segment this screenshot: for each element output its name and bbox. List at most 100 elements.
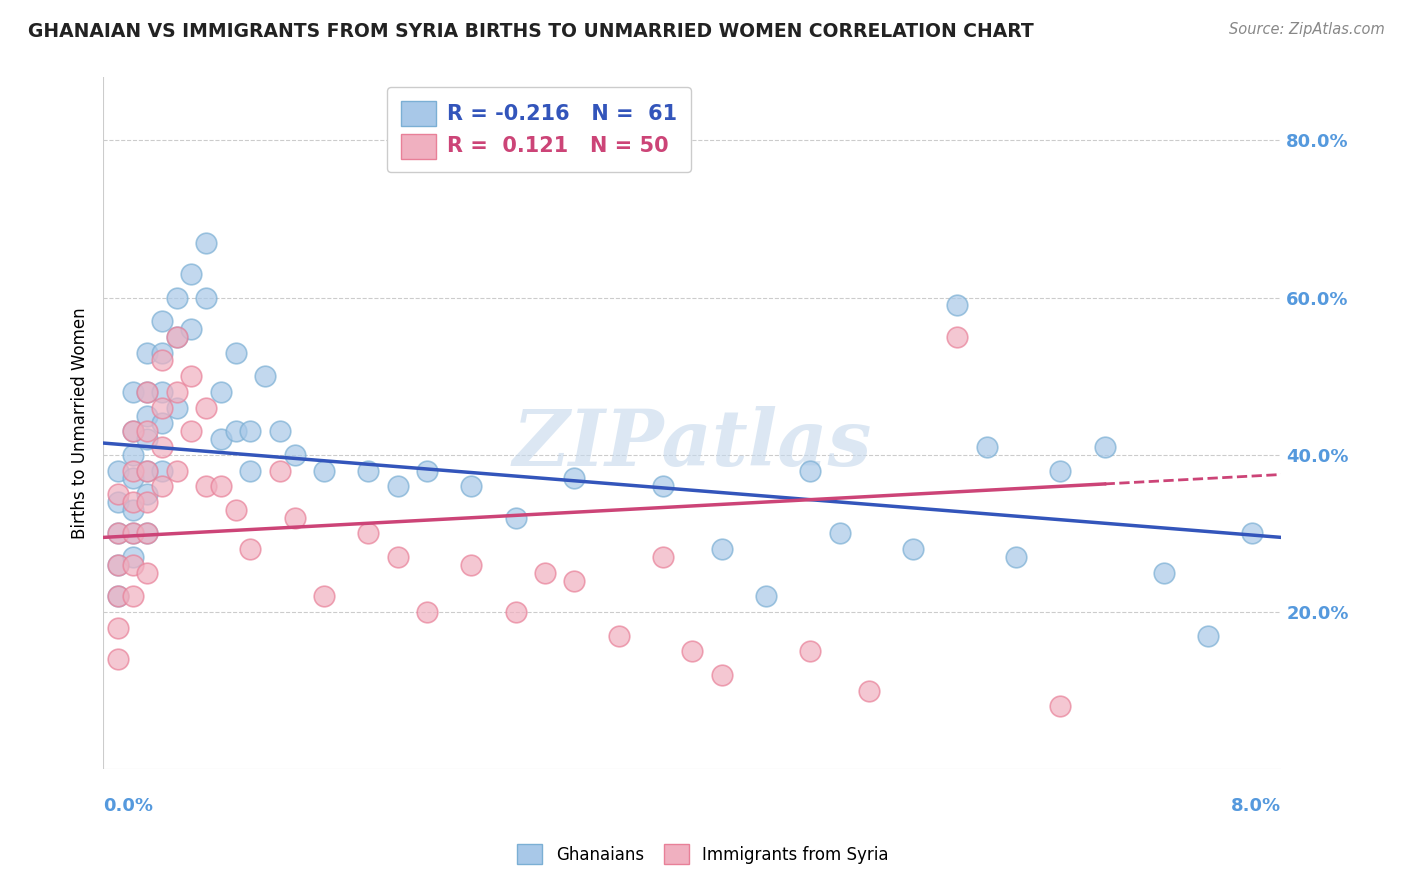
- Point: [150, 384, 173, 399]
- Point: [136, 384, 159, 399]
- Point: [150, 417, 173, 431]
- Point: [799, 644, 821, 658]
- Point: [225, 424, 247, 438]
- Point: [121, 550, 143, 565]
- Point: [209, 432, 232, 446]
- Point: [387, 479, 409, 493]
- Point: [284, 448, 307, 462]
- Point: [312, 590, 335, 604]
- Point: [150, 401, 173, 415]
- Point: [651, 550, 673, 565]
- Point: [107, 590, 129, 604]
- Point: [946, 330, 969, 344]
- Point: [225, 503, 247, 517]
- Point: [107, 464, 129, 478]
- Point: [239, 542, 262, 557]
- Point: [946, 298, 969, 312]
- Point: [121, 590, 143, 604]
- Point: [357, 464, 380, 478]
- Point: [209, 479, 232, 493]
- Point: [121, 495, 143, 509]
- Point: [136, 526, 159, 541]
- Point: [121, 558, 143, 572]
- Point: [195, 401, 218, 415]
- Point: [1197, 629, 1219, 643]
- Point: [136, 566, 159, 580]
- Text: Source: ZipAtlas.com: Source: ZipAtlas.com: [1229, 22, 1385, 37]
- Text: 0.0%: 0.0%: [103, 797, 153, 815]
- Point: [460, 558, 482, 572]
- Point: [180, 369, 202, 384]
- Point: [166, 464, 188, 478]
- Point: [150, 314, 173, 328]
- Point: [681, 644, 703, 658]
- Point: [505, 510, 527, 524]
- Point: [387, 550, 409, 565]
- Point: [107, 526, 129, 541]
- Point: [180, 424, 202, 438]
- Point: [136, 345, 159, 359]
- Point: [107, 652, 129, 666]
- Point: [416, 605, 439, 619]
- Point: [901, 542, 924, 557]
- Point: [166, 401, 188, 415]
- Point: [107, 526, 129, 541]
- Point: [136, 526, 159, 541]
- Point: [136, 384, 159, 399]
- Point: [166, 291, 188, 305]
- Point: [195, 479, 218, 493]
- Point: [107, 590, 129, 604]
- Point: [1049, 464, 1071, 478]
- Point: [166, 330, 188, 344]
- Point: [858, 683, 880, 698]
- Point: [150, 464, 173, 478]
- Point: [121, 526, 143, 541]
- Point: [239, 464, 262, 478]
- Point: [121, 464, 143, 478]
- Point: [180, 322, 202, 336]
- Point: [710, 668, 733, 682]
- Point: [195, 291, 218, 305]
- Point: [150, 440, 173, 454]
- Point: [254, 369, 277, 384]
- Point: [136, 487, 159, 501]
- Point: [239, 424, 262, 438]
- Point: [121, 424, 143, 438]
- Point: [107, 487, 129, 501]
- Point: [121, 503, 143, 517]
- Point: [150, 353, 173, 368]
- Point: [564, 471, 586, 485]
- Point: [107, 558, 129, 572]
- Point: [284, 510, 307, 524]
- Point: [195, 235, 218, 250]
- Point: [107, 495, 129, 509]
- Point: [710, 542, 733, 557]
- Point: [269, 464, 291, 478]
- Point: [976, 440, 998, 454]
- Point: [269, 424, 291, 438]
- Point: [607, 629, 630, 643]
- Point: [136, 464, 159, 478]
- Point: [357, 526, 380, 541]
- Point: [534, 566, 557, 580]
- Legend: R = -0.216   N =  61, R =  0.121   N = 50: R = -0.216 N = 61, R = 0.121 N = 50: [387, 87, 692, 172]
- Point: [121, 448, 143, 462]
- Point: [209, 384, 232, 399]
- Legend: Ghanaians, Immigrants from Syria: Ghanaians, Immigrants from Syria: [510, 838, 896, 871]
- Point: [136, 409, 159, 423]
- Point: [225, 345, 247, 359]
- Point: [799, 464, 821, 478]
- Point: [651, 479, 673, 493]
- Point: [136, 424, 159, 438]
- Point: [136, 464, 159, 478]
- Point: [121, 384, 143, 399]
- Point: [1240, 526, 1263, 541]
- Point: [121, 526, 143, 541]
- Point: [416, 464, 439, 478]
- Point: [755, 590, 778, 604]
- Point: [1094, 440, 1116, 454]
- Point: [121, 471, 143, 485]
- Point: [312, 464, 335, 478]
- Point: [1153, 566, 1175, 580]
- Point: [121, 424, 143, 438]
